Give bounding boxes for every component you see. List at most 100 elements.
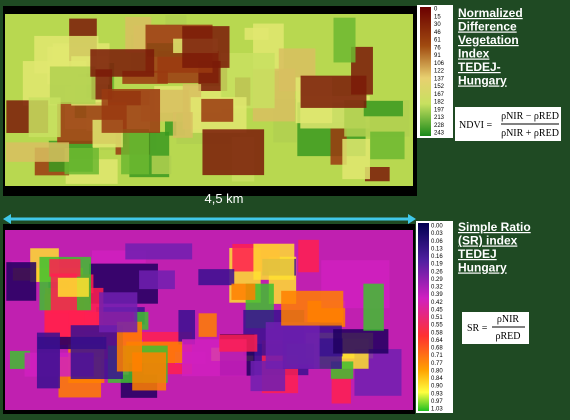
formula-denominator: ρNIR + ρRED	[501, 128, 559, 139]
title-line: Index	[458, 47, 490, 61]
field	[139, 270, 175, 290]
colorbar-label: 0.16	[431, 254, 443, 260]
scale-arrow	[3, 214, 11, 224]
colorbar-label: 91	[434, 53, 441, 59]
colorbar-label: 0.03	[431, 231, 443, 237]
colorbar-label: 46	[434, 30, 441, 36]
colorbar-label: 0	[434, 7, 438, 13]
ndvi-title: NormalizedDifferenceVegetationIndexTEDEJ…	[458, 6, 523, 88]
colorbar-label: 0.84	[431, 376, 443, 382]
sr-colorbar	[418, 223, 429, 411]
field	[363, 283, 384, 331]
field	[151, 155, 172, 175]
colorbar-label: 0.68	[431, 346, 443, 352]
ndvi-colorbar	[420, 7, 431, 136]
colorbar-label: 197	[434, 107, 445, 113]
field	[198, 269, 235, 286]
field	[178, 310, 196, 345]
field	[253, 243, 295, 280]
colorbar-label: 0.45	[431, 307, 443, 313]
field	[57, 277, 89, 297]
field	[99, 292, 138, 333]
title-line: Vegetation	[458, 33, 519, 47]
colorbar-label: 167	[434, 92, 445, 98]
field	[125, 243, 193, 260]
colorbar-label: 0.19	[431, 262, 443, 268]
colorbar-label: 0.55	[431, 323, 443, 329]
field	[363, 100, 403, 117]
field	[370, 131, 405, 160]
colorbar-label: 0.58	[431, 330, 443, 336]
field	[231, 283, 256, 300]
formula-lhs: NDVI =	[459, 120, 492, 131]
field	[121, 129, 149, 175]
colorbar-label: 0.42	[431, 300, 443, 306]
colorbar-label: 1.03	[431, 407, 443, 413]
colorbar-label: 0.80	[431, 368, 443, 374]
field	[333, 17, 356, 63]
colorbar-label: 0.64	[431, 338, 443, 344]
colorbar-label: 76	[434, 45, 441, 51]
field	[281, 290, 344, 326]
field	[36, 332, 60, 389]
field	[172, 112, 193, 138]
title-line: Hungary	[458, 74, 507, 88]
title-line: TEDEJ	[458, 247, 497, 261]
sr-formula-box	[462, 312, 529, 344]
field	[70, 325, 123, 380]
colorbar-label: 0.32	[431, 285, 443, 291]
sr-image	[5, 230, 413, 410]
colorbar-label: 213	[434, 115, 445, 121]
colorbar-label: 152	[434, 84, 445, 90]
scale-label: 4,5 km	[204, 191, 243, 206]
colorbar-label: 0.26	[431, 269, 443, 275]
colorbar-label: 137	[434, 76, 445, 82]
formula-lhs: SR =	[467, 323, 488, 334]
colorbar-label: 0.97	[431, 399, 443, 405]
colorbar-label: 0.39	[431, 292, 443, 298]
colorbar-label: 0.29	[431, 277, 443, 283]
colorbar-label: 0.06	[431, 239, 443, 245]
field	[6, 262, 37, 301]
formula-numerator: ρNIR	[497, 314, 520, 325]
colorbar-label: 0.77	[431, 361, 443, 367]
colorbar-label: 0.93	[431, 391, 443, 397]
field	[298, 239, 319, 273]
field	[64, 147, 99, 175]
formula-numerator: ρNIR − ρRED	[501, 111, 559, 122]
colorbar-label: 0.71	[431, 353, 443, 359]
field	[202, 129, 265, 176]
field	[6, 142, 70, 162]
title-line: (SR) index	[458, 234, 518, 248]
colorbar-label: 30	[434, 22, 441, 28]
field	[342, 138, 370, 180]
title-line: Hungary	[458, 261, 507, 275]
field	[49, 259, 81, 277]
title-line: Normalized	[458, 6, 523, 20]
colorbar-label: 0.00	[431, 224, 443, 230]
colorbar-label: 0.90	[431, 384, 443, 390]
scale-arrow	[408, 214, 416, 224]
title-line: TEDEJ-	[458, 60, 501, 74]
colorbar-label: 243	[434, 131, 445, 137]
field	[333, 329, 389, 354]
field	[265, 322, 320, 369]
title-line: Difference	[458, 20, 517, 34]
colorbar-label: 122	[434, 69, 445, 75]
ndvi-image	[5, 14, 413, 186]
colorbar-label: 0.51	[431, 315, 443, 321]
field	[28, 97, 61, 138]
colorbar-label: 228	[434, 123, 445, 129]
field	[182, 26, 230, 68]
colorbar-label: 106	[434, 61, 445, 67]
field	[364, 166, 390, 182]
formula-denominator: ρRED	[496, 331, 521, 342]
colorbar-label: 0.13	[431, 246, 443, 252]
colorbar-label: 182	[434, 100, 445, 106]
field	[300, 75, 367, 108]
field	[198, 313, 217, 337]
field	[244, 27, 269, 40]
title-line: Simple Ratio	[458, 220, 531, 234]
